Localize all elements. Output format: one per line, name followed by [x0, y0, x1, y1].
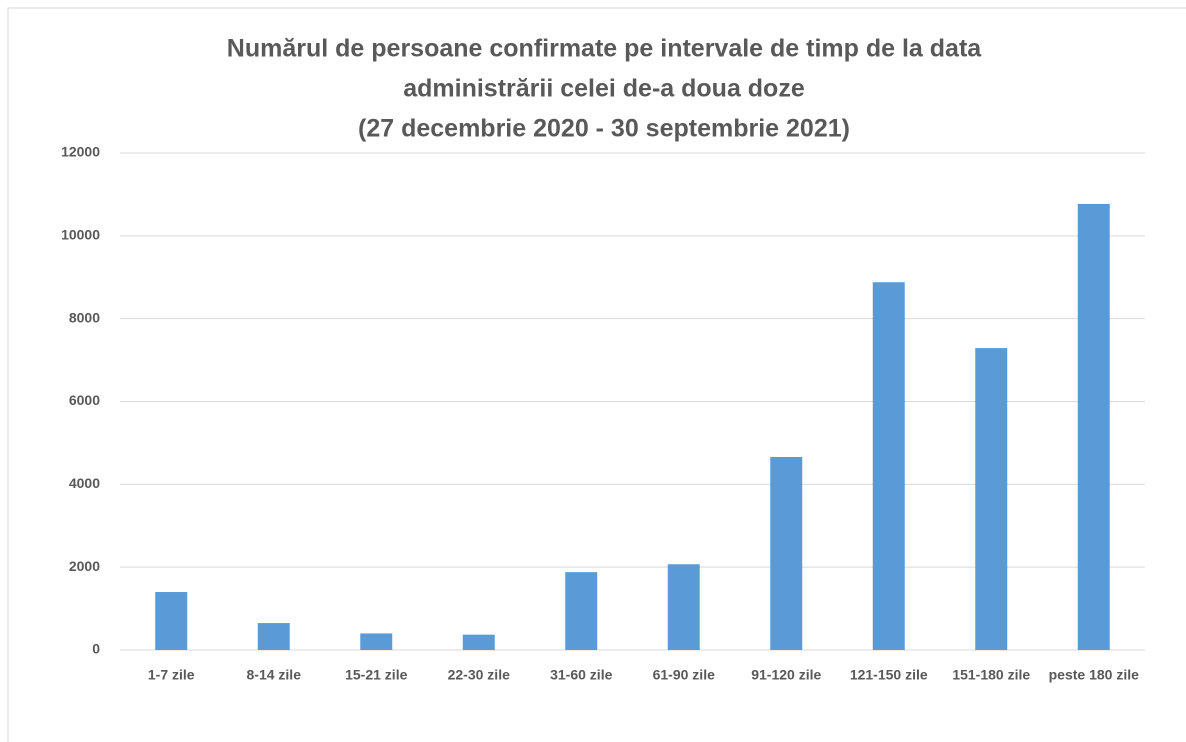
y-tick-label: 8000 — [69, 309, 100, 325]
bar — [1077, 203, 1110, 650]
chart-title: administrării celei de-a doua doze — [403, 75, 805, 103]
x-tick-label: 15-21 zile — [345, 667, 407, 683]
bar — [872, 282, 905, 650]
bar — [667, 564, 700, 650]
x-tick-label: 61-90 zile — [653, 667, 715, 683]
y-tick-label: 12000 — [61, 144, 100, 160]
x-tick-label: 121-150 zile — [850, 667, 928, 683]
x-tick-label: peste 180 zile — [1049, 667, 1139, 683]
x-tick-label: 8-14 zile — [247, 667, 302, 683]
y-tick-label: 4000 — [69, 475, 100, 491]
y-tick-label: 10000 — [61, 227, 100, 243]
x-tick-label: 91-120 zile — [751, 667, 821, 683]
x-tick-label: 22-30 zile — [448, 667, 510, 683]
chart-frame — [7, 7, 1186, 742]
bar — [770, 456, 803, 650]
bar — [155, 592, 188, 650]
x-tick-label: 1-7 zile — [148, 667, 195, 683]
chart-title: (27 decembrie 2020 - 30 septembrie 2021) — [358, 115, 850, 143]
y-tick-label: 2000 — [69, 558, 100, 574]
chart-title: Numărul de persoane confirmate pe interv… — [227, 35, 982, 63]
bar — [360, 633, 393, 650]
x-tick-label: 151-180 zile — [952, 667, 1030, 683]
bar — [257, 623, 290, 650]
x-tick-label: 31-60 zile — [550, 667, 612, 683]
bar — [462, 634, 495, 650]
y-tick-label: 6000 — [69, 392, 100, 408]
bar — [565, 572, 598, 650]
y-tick-label: 0 — [92, 641, 100, 657]
bar — [975, 348, 1008, 650]
